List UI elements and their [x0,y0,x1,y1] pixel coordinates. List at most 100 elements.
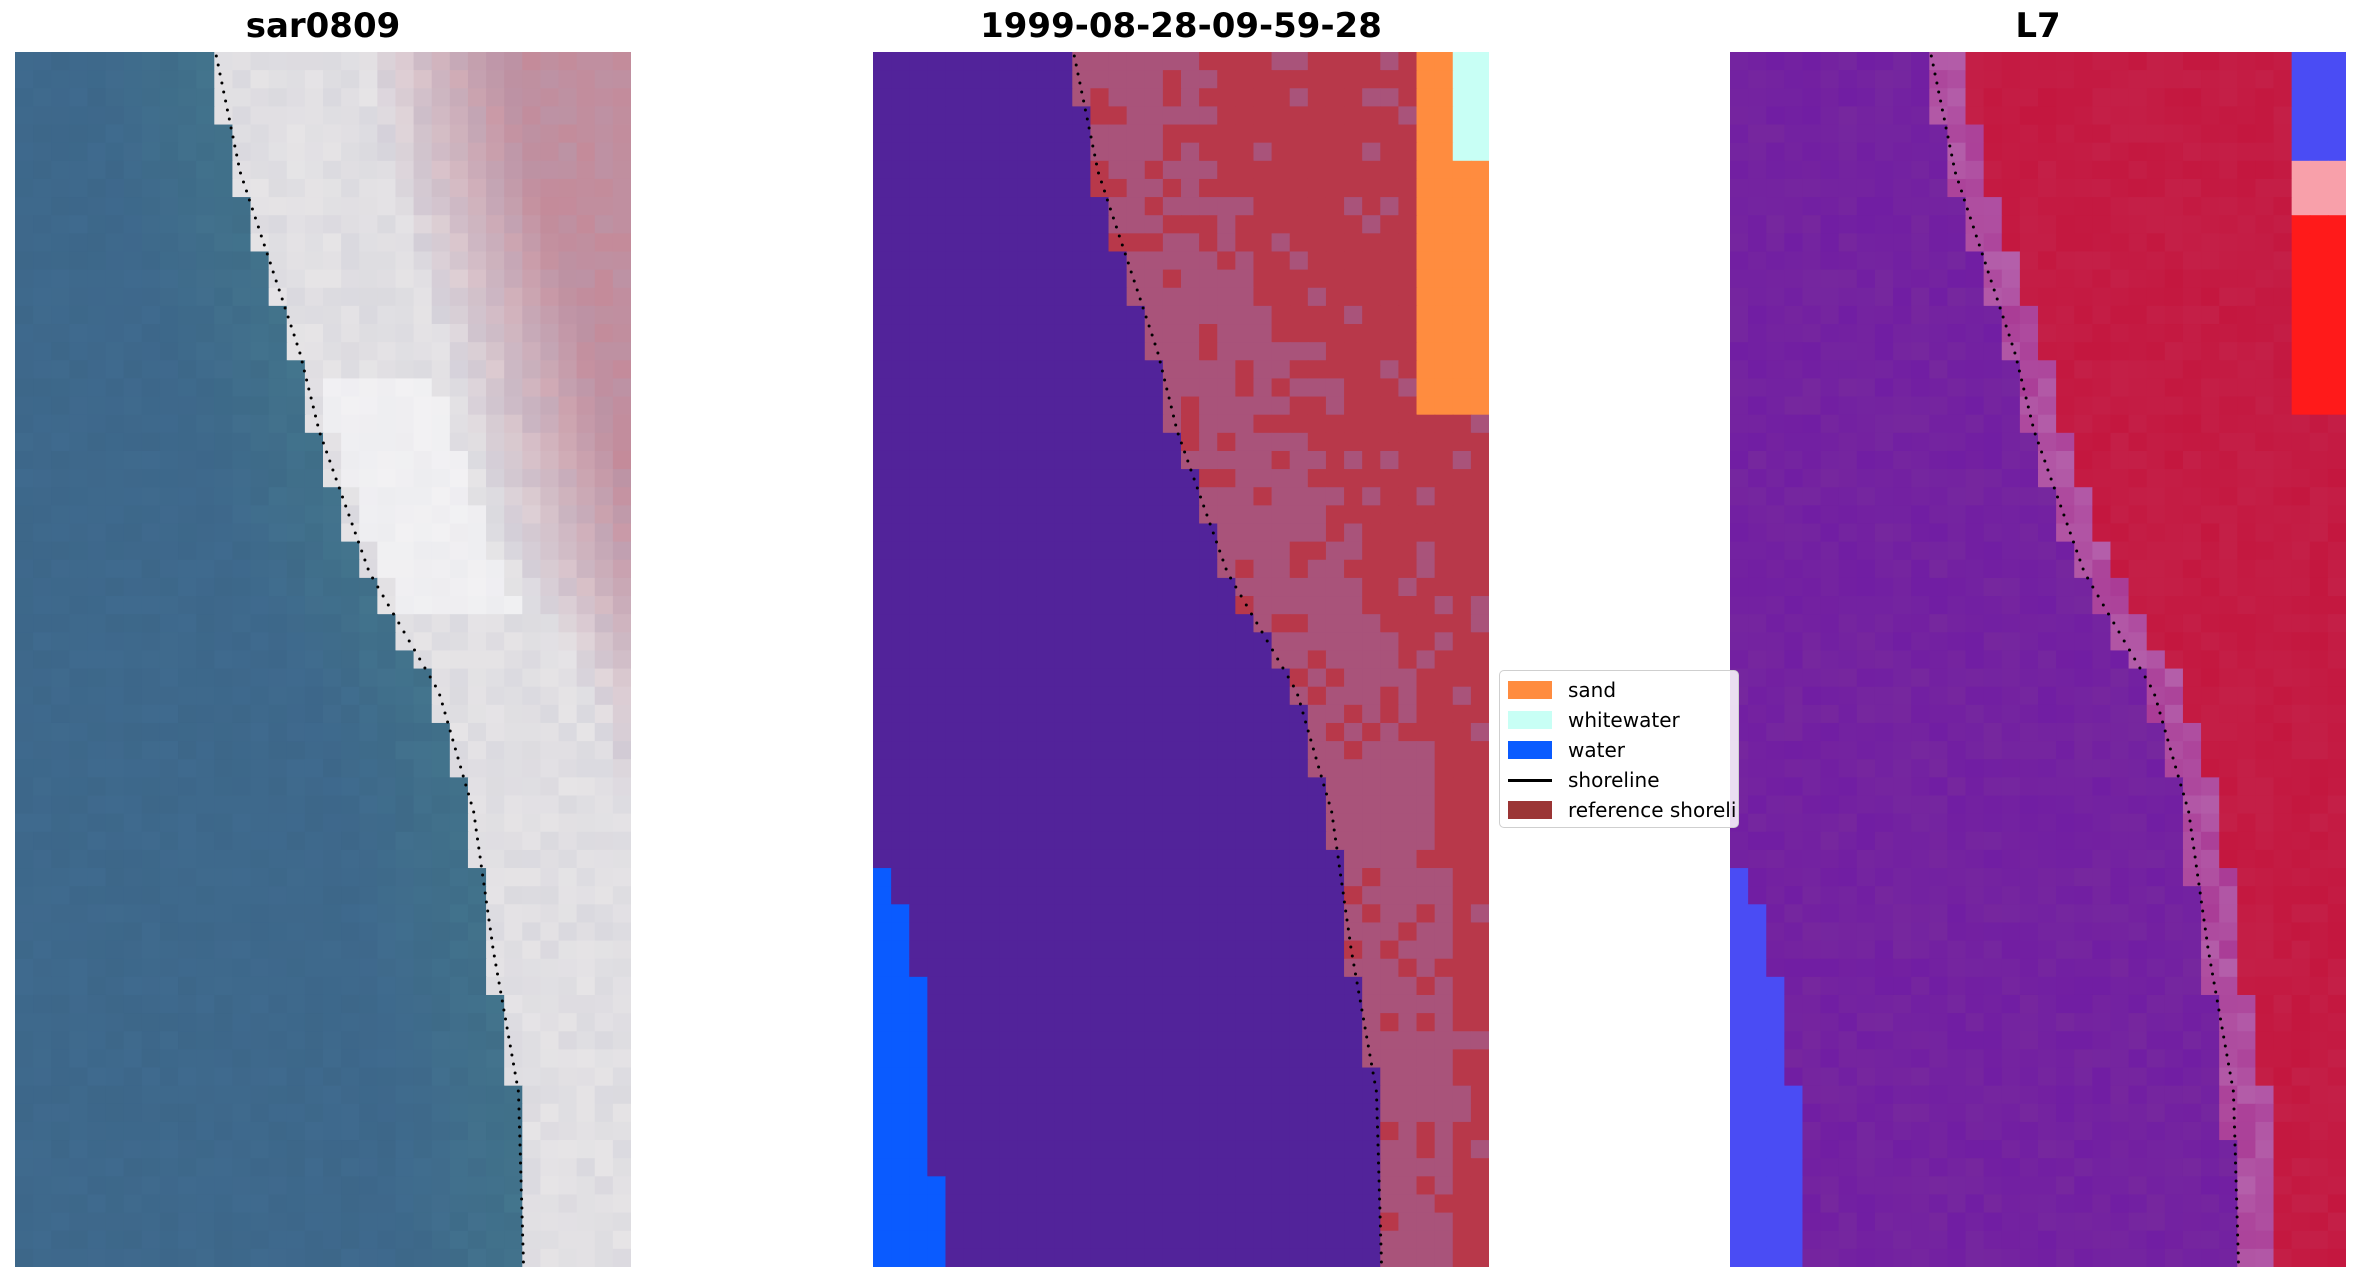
pixel-cell [1162,305,1182,325]
pixel-cell [51,722,70,742]
pixel-cell [1162,686,1182,706]
pixel-cell [1271,469,1291,488]
pixel-cell [87,940,107,960]
pixel-cell [1144,378,1164,398]
shoreline-point [386,603,390,607]
pixel-cell [504,142,523,162]
pixel-cell [1072,559,1092,579]
pixel-cell [1289,505,1309,525]
pixel-cell [33,396,52,416]
shoreline-point [1298,702,1302,706]
pixel-cell [486,1158,505,1177]
pixel-cell [927,88,947,107]
pixel-cell [1452,469,1472,488]
pixel-cell [909,396,928,416]
pixel-cell [1983,124,2003,144]
pixel-cell [1235,704,1255,724]
pixel-cell [33,360,52,380]
pixel-cell [981,759,1001,778]
shoreline-point [478,855,482,859]
pixel-cell [522,1176,542,1196]
pixel-cell [232,577,252,597]
pixel-cell [540,922,560,942]
pixel-cell [1398,251,1418,271]
pixel-cell [123,178,143,198]
shoreline-point [1357,990,1361,994]
pixel-cell [341,559,360,579]
pixel-cell [1017,704,1037,724]
pixel-cell [1235,1121,1255,1141]
pixel-cell [1253,414,1273,434]
pixel-cell [1470,958,1489,978]
shoreline-point [510,1053,514,1057]
pixel-cell [33,886,52,905]
pixel-cell [999,831,1019,851]
pixel-cell [1054,251,1073,271]
pixel-cell [891,1140,910,1159]
pixel-cell [558,994,578,1014]
pixel-cell [1108,305,1128,325]
shoreline-point [1304,720,1308,724]
pixel-cell [232,704,252,724]
pixel-cell [1235,197,1255,216]
pixel-cell [558,215,578,234]
pixel-cell [1181,577,1200,597]
pixel-cell [504,614,523,633]
pixel-cell [1017,1194,1037,1214]
pixel-cell [105,1103,125,1123]
pixel-cell [268,632,288,652]
pixel-cell [1054,396,1073,416]
pixel-cell [1434,324,1454,343]
pixel-cell [1181,1248,1200,1267]
pixel-cell [873,1049,892,1069]
pixel-cell [522,233,542,253]
pixel-cell [999,958,1019,978]
pixel-cell [123,813,143,833]
pixel-cell [873,1067,892,1087]
pixel-cell [1017,596,1037,615]
pixel-cell [1217,994,1236,1014]
pixel-cell [69,795,89,815]
shoreline-point [1352,963,1356,967]
pixel-cell [1054,487,1073,506]
pixel-cell [612,52,631,71]
pixel-cell [323,197,342,216]
pixel-cell [1344,994,1363,1014]
pixel-cell [159,142,179,162]
shoreline-point [1377,1188,1381,1192]
pixel-cell [1271,233,1291,253]
shoreline-point [1205,513,1209,517]
pixel-cell [576,124,596,144]
pixel-cell [540,722,560,742]
pixel-cell [504,178,523,198]
pixel-cell [1108,668,1128,688]
shoreline-point [1123,252,1127,256]
pixel-cell [359,160,378,180]
pixel-cell [1911,106,1930,126]
pixel-cell [1730,70,1749,89]
pixel-cell [377,215,397,234]
pixel-cell [1144,541,1164,561]
pixel-cell [963,523,983,543]
pixel-cell [69,940,89,960]
pixel-cell [1036,360,1055,380]
pixel-cell [1344,1194,1363,1214]
pixel-cell [2164,106,2184,126]
pixel-cell [963,396,983,416]
pixel-cell [15,233,34,253]
pixel-cell [1217,831,1236,851]
shoreline-point [481,873,485,877]
pixel-cell [1017,1103,1037,1123]
pixel-cell [178,596,197,615]
panel-title-1: sar0809 [245,6,401,46]
pixel-cell [395,994,415,1014]
pixel-cell [467,759,487,778]
pixel-cell [873,958,892,978]
pixel-cell [1108,487,1128,506]
pixel-cell [999,795,1019,815]
shoreline-point [1348,936,1352,940]
pixel-cell [1199,922,1218,942]
pixel-cell [981,795,1001,815]
shoreline-point [1317,765,1321,769]
pixel-cell [1362,632,1381,652]
